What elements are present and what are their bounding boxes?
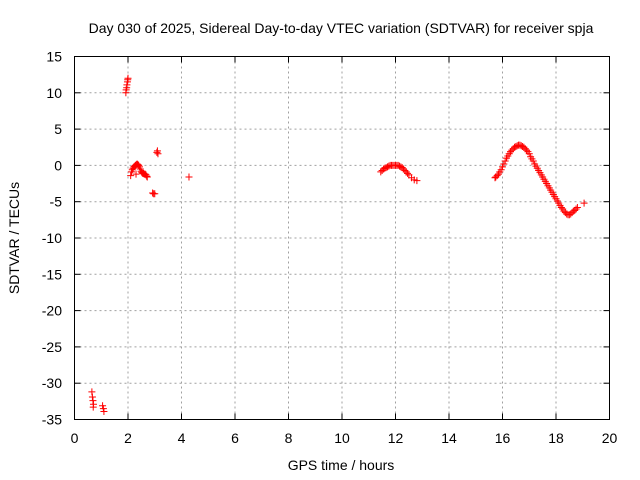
data-point <box>523 146 531 154</box>
data-point <box>413 177 421 185</box>
x-tick-label: 4 <box>178 430 186 446</box>
data-point <box>100 408 108 416</box>
data-point <box>580 199 588 207</box>
x-tick-label: 10 <box>334 430 350 446</box>
y-tick-label: -15 <box>42 266 62 282</box>
x-tick-label: 18 <box>548 430 564 446</box>
data-point <box>135 161 143 169</box>
x-tick-label: 8 <box>285 430 293 446</box>
data-point <box>500 160 508 168</box>
y-tick-label: 5 <box>54 121 62 137</box>
y-tick-label: -25 <box>42 339 62 355</box>
y-tick-label: -35 <box>42 412 62 428</box>
x-axis-label: GPS time / hours <box>288 457 395 473</box>
data-point <box>132 170 140 178</box>
x-tick-label: 12 <box>388 430 404 446</box>
data-point <box>124 74 132 82</box>
grid-lines <box>74 56 610 420</box>
x-tick-label: 6 <box>231 430 239 446</box>
data-point <box>529 157 537 165</box>
data-point <box>499 163 506 171</box>
data-point <box>143 172 151 180</box>
data-point <box>573 204 581 212</box>
data-point <box>572 205 580 213</box>
data-point <box>99 402 107 410</box>
axis-ticks: 0 2 4 6 8 10 12 14 16 18 20 15 10 5 0 -5 -10 -15 -20 -25 -30… <box>42 49 618 447</box>
chart-title: Day 030 of 2025, Sidereal Day-to-day VTE… <box>89 20 594 36</box>
data-point <box>154 150 162 158</box>
data-point <box>153 148 161 156</box>
y-tick-label: 0 <box>54 157 62 173</box>
x-tick-label: 20 <box>602 430 618 446</box>
y-axis-label: SDTVAR / TECUs <box>6 182 22 294</box>
data-point <box>501 157 509 165</box>
data-point <box>99 405 107 413</box>
y-tick-label: -30 <box>42 375 62 391</box>
data-point <box>88 388 96 396</box>
data-point <box>89 397 97 405</box>
data-point <box>185 173 193 181</box>
data-point <box>88 393 96 401</box>
x-tick-label: 16 <box>495 430 511 446</box>
y-tick-label: 10 <box>46 85 62 101</box>
data-point <box>153 147 161 155</box>
data-point <box>123 81 131 89</box>
y-tick-label: 15 <box>46 49 62 65</box>
y-tick-label: -10 <box>42 230 62 246</box>
x-tick-label: 2 <box>124 430 132 446</box>
x-tick-label: 0 <box>71 430 79 446</box>
data-point <box>525 150 533 158</box>
data-point <box>128 166 136 174</box>
data-point <box>89 403 97 411</box>
y-tick-label: -20 <box>42 303 62 319</box>
data-point <box>497 166 505 174</box>
data-point <box>404 169 412 177</box>
y-tick-label: -5 <box>50 194 63 210</box>
data-points <box>88 74 588 416</box>
x-tick-label: 14 <box>441 430 457 446</box>
data-point <box>151 190 159 198</box>
data-point <box>493 172 501 180</box>
data-point <box>127 172 135 180</box>
data-point <box>143 173 151 181</box>
data-point <box>557 204 565 212</box>
